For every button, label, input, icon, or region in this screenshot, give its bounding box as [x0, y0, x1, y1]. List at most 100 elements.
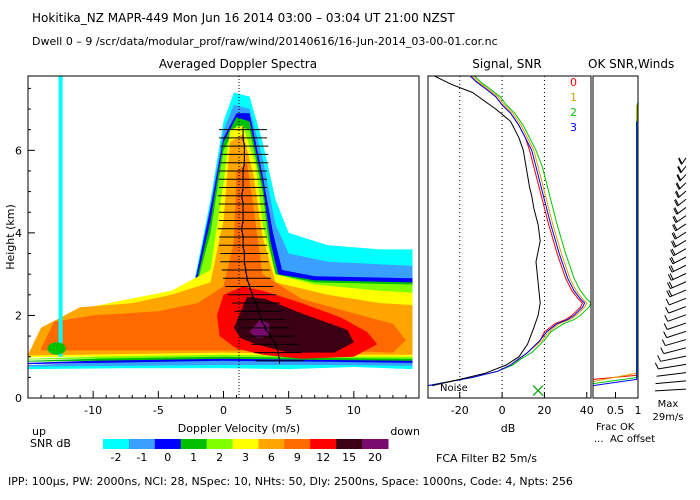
noise-spike	[58, 76, 63, 357]
ok-panel: 0.5 1	[592, 75, 642, 417]
wind-barb-flag	[666, 290, 671, 297]
x-tick-label: -10	[84, 404, 102, 417]
wind-barb	[675, 223, 687, 232]
frac-ok-label: Frac OK	[596, 422, 635, 433]
wind-barb	[674, 231, 687, 240]
filter-label: FCA Filter B2 5m/s	[436, 452, 537, 465]
snr-x-tick-label: 20	[537, 404, 551, 417]
figure-subtitle: Dwell 0 – 9 /scr/data/modular_prof/raw/w…	[32, 35, 498, 48]
wind-barb-flag	[673, 223, 678, 231]
wind-barb	[673, 248, 687, 257]
contour-level-20	[249, 319, 270, 339]
wind-barb-flag	[669, 257, 674, 265]
wind-barb	[669, 289, 687, 298]
snr-series	[428, 76, 591, 396]
wind-barb-flag	[667, 274, 672, 281]
spectra-ylabel: Height (km)	[4, 204, 17, 270]
wind-barbs	[654, 157, 687, 392]
ok-x-ticks: 0.5 1	[607, 392, 642, 417]
figure-title: Hokitika_NZ MAPR-449 Mon Jun 16 2014 03:…	[32, 11, 455, 25]
wind-barb-flag	[663, 331, 668, 338]
contour-level-9	[41, 162, 406, 353]
colorbar-swatch	[310, 439, 337, 449]
ok-plot-area	[593, 76, 638, 398]
parameters-line: IPP: 100µs, PW: 2000ns, NCI: 28, NSpec: …	[8, 475, 573, 488]
wind-barb-flag	[670, 265, 675, 272]
wind-barb-flag	[668, 265, 673, 273]
colorbar-swatch	[206, 439, 234, 449]
wind-barb	[666, 330, 687, 339]
y-tick-label: 0	[15, 392, 22, 405]
snr-frame	[427, 75, 592, 399]
wind-barb	[676, 207, 687, 215]
snr-title: Signal, SNR	[472, 57, 541, 71]
wind-barb	[668, 297, 687, 306]
wind-barb-flag	[665, 298, 670, 306]
max-value: 29m/s	[652, 412, 683, 423]
wind-barb-flag	[675, 190, 680, 198]
wind-barb	[672, 256, 687, 265]
snr-series-3	[428, 76, 586, 387]
wind-barb-flag	[661, 339, 666, 346]
colorbar-swatch	[128, 439, 156, 449]
ok-series-3	[592, 121, 638, 387]
ok-x-tick-label: 1	[635, 404, 642, 417]
wind-barb-flag	[673, 208, 678, 215]
spectra-y-ticks: 0 2 4 6	[15, 87, 35, 405]
wind-barb	[660, 355, 687, 362]
ok-winds-title: OK SNR,Winds	[588, 57, 674, 71]
up-label: up	[32, 425, 46, 438]
wind-barb-flag	[670, 256, 675, 264]
snr-plot-area	[428, 76, 591, 398]
series-legend: 0 1 2 3	[570, 76, 577, 134]
wind-barb-flag	[670, 249, 675, 256]
colorbar-tick-label: 2	[216, 451, 223, 464]
spectra-title: Averaged Doppler Spectra	[159, 57, 317, 71]
y-tick-label: 4	[15, 227, 22, 240]
snr-x-tick-label: 0	[499, 404, 506, 417]
wind-barb-flag	[677, 165, 682, 173]
colorbar-tick-label: -1	[136, 451, 147, 464]
spectra-x-ticks: -10 -5 0 5 10	[40, 391, 407, 417]
snr-series-noise	[432, 76, 541, 387]
legend-entry-2: 2	[570, 106, 577, 119]
wind-barb-flag	[674, 191, 679, 198]
wind-barb	[663, 347, 687, 355]
x-tick-label: 0	[220, 404, 227, 417]
wind-barb	[674, 240, 687, 248]
x-tick-label: 5	[285, 404, 292, 417]
wind-barb-flag	[660, 347, 665, 354]
noise-label: Noise	[440, 383, 468, 394]
wind-barb-flag	[657, 355, 662, 362]
colorbar-swatch	[232, 439, 259, 449]
wind-barb-flag	[672, 224, 677, 232]
down-label: down	[390, 425, 420, 438]
wind-barb-flag	[667, 282, 671, 289]
wind-barb	[667, 314, 687, 322]
colorbar-tick-label: 6	[268, 451, 275, 464]
wind-barb	[671, 264, 687, 273]
wind-barb-flag	[672, 232, 677, 239]
colorbar-swatch	[103, 439, 130, 449]
wind-barb-flag	[668, 289, 673, 297]
y-tick-label: 2	[15, 309, 22, 322]
wind-barb	[658, 363, 687, 370]
x-tick-label: -5	[153, 404, 164, 417]
wind-barb-flag	[678, 157, 683, 164]
colorbar-swatch	[362, 439, 389, 449]
colorbar-label: SNR dB	[30, 437, 71, 450]
colorbar-tick-label: 15	[342, 451, 356, 464]
wind-profile	[217, 126, 304, 364]
wind-barb-flag	[673, 215, 678, 223]
wind-barb-flag	[677, 166, 682, 173]
spectra-heatmap: -10 -5 0 5 10 0 2 4 6	[15, 75, 420, 417]
wind-barb	[667, 322, 687, 330]
snr-xlabel: dB	[501, 422, 516, 435]
colorbar-swatch	[258, 439, 285, 449]
wind-barb-flag	[663, 323, 668, 330]
snr-panel: -20 0 20 40	[427, 75, 594, 417]
colorbar-swatch	[284, 439, 311, 449]
snr-x-tick-label: 40	[580, 404, 594, 417]
colorbar-tick-label: 3	[242, 451, 249, 464]
low-level-blob	[47, 342, 66, 355]
